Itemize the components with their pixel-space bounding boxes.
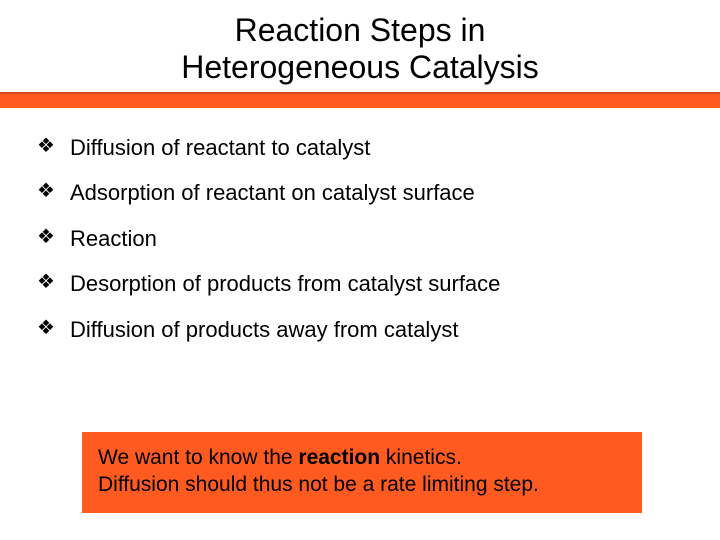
list-item: ❖ Diffusion of products away from cataly… — [36, 316, 684, 344]
bullet-icon: ❖ — [36, 225, 56, 249]
list-item: ❖ Reaction — [36, 225, 684, 253]
bullet-text: Diffusion of reactant to catalyst — [70, 134, 370, 162]
list-item: ❖ Desorption of products from catalyst s… — [36, 270, 684, 298]
callout-bold: reaction — [298, 446, 380, 469]
bullet-icon: ❖ — [36, 134, 56, 158]
bullet-list: ❖ Diffusion of reactant to catalyst ❖ Ad… — [0, 134, 720, 344]
callout-box: We want to know the reaction kinetics. D… — [82, 432, 642, 513]
list-item: ❖ Diffusion of reactant to catalyst — [36, 134, 684, 162]
bullet-text: Desorption of products from catalyst sur… — [70, 270, 500, 298]
bullet-text: Reaction — [70, 225, 157, 253]
callout-line-1: We want to know the reaction kinetics. — [98, 444, 626, 471]
bullet-icon: ❖ — [36, 270, 56, 294]
list-item: ❖ Adsorption of reactant on catalyst sur… — [36, 179, 684, 207]
slide-title: Reaction Steps in Heterogeneous Catalysi… — [0, 0, 720, 86]
bullet-text: Adsorption of reactant on catalyst surfa… — [70, 179, 475, 207]
bullet-icon: ❖ — [36, 179, 56, 203]
bullet-text: Diffusion of products away from catalyst — [70, 316, 458, 344]
callout-line-2: Diffusion should thus not be a rate limi… — [98, 471, 626, 498]
bullet-icon: ❖ — [36, 316, 56, 340]
title-underline — [0, 92, 720, 110]
underline-light — [0, 94, 720, 108]
callout-pre: We want to know the — [98, 446, 298, 469]
callout-post: kinetics. — [380, 446, 462, 469]
title-line-1: Reaction Steps in — [0, 12, 720, 49]
title-line-2: Heterogeneous Catalysis — [0, 49, 720, 86]
